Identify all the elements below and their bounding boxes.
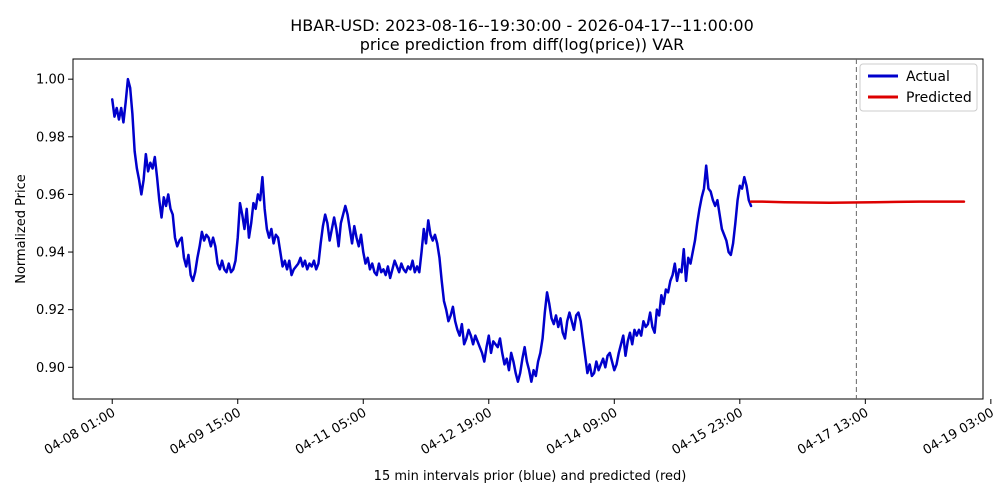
actual-price-line: [110, 77, 753, 383]
x-axis-label: 15 min intervals prior (blue) and predic…: [374, 469, 687, 484]
x-tick-label: 04-19 03:00: [921, 405, 997, 458]
plot-area: [72, 58, 984, 400]
chart-title: HBAR-USD: 2023-08-16--19:30:00 - 2026-04…: [290, 16, 754, 35]
y-tick-label: 0.90: [36, 361, 65, 376]
x-tick-label: 04-11 05:00: [293, 405, 369, 458]
x-tick-label: 04-09 15:00: [168, 405, 244, 458]
x-tick-label: 04-14 09:00: [544, 405, 620, 458]
y-axis: 0.90 0.92 0.94 0.96 0.98 1.00: [36, 73, 73, 376]
predicted-price-line: [749, 200, 966, 205]
plot-frame: [72, 58, 984, 400]
y-tick-label: 0.92: [36, 303, 65, 318]
x-axis: 04-08 01:00 04-09 15:00 04-11 05:00 04-12 1…: [42, 399, 997, 458]
legend-actual-label: Actual: [906, 69, 950, 85]
x-tick-label: 04-08 01:00: [42, 405, 118, 458]
chart-subtitle: price prediction from diff(log(price)) V…: [360, 35, 684, 54]
x-tick-label: 04-15 23:00: [670, 405, 746, 458]
y-tick-label: 0.96: [36, 188, 65, 203]
legend-predicted-label: Predicted: [906, 90, 972, 106]
y-tick-label: 0.98: [36, 130, 65, 145]
y-axis-label: Normalized Price: [14, 174, 29, 284]
legend: Actual Predicted: [859, 63, 978, 112]
y-tick-label: 1.00: [36, 73, 65, 88]
x-tick-label: 04-17 13:00: [795, 405, 871, 458]
chart-series: [110, 59, 966, 399]
y-tick-label: 0.94: [36, 246, 65, 261]
x-tick-label: 04-12 19:00: [419, 405, 495, 458]
